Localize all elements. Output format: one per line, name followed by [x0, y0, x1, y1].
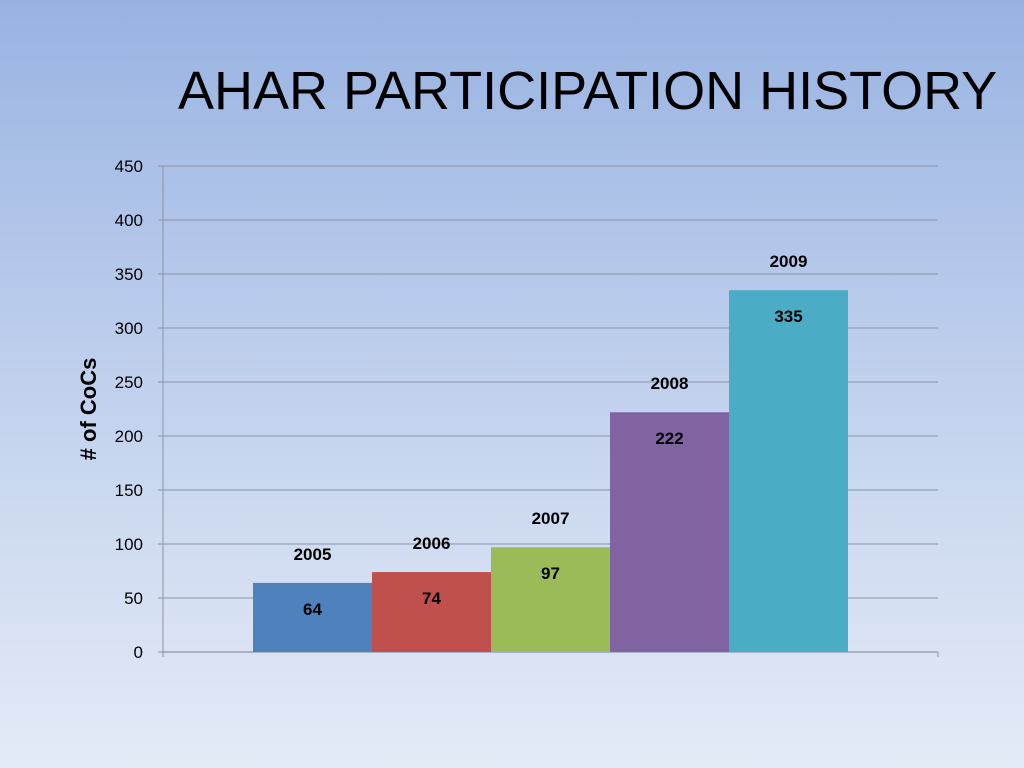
y-tick-labels: 0 50 100 150 200 250 300 350 400 450: [115, 157, 143, 662]
bar-2008: [610, 412, 729, 652]
y-tick-label: 200: [115, 427, 143, 446]
category-label: 2008: [651, 374, 689, 393]
value-label: 74: [422, 589, 441, 608]
bar-2007: [491, 547, 610, 652]
y-tick-label: 250: [115, 373, 143, 392]
bar-2006: [372, 572, 491, 652]
y-tick-label: 150: [115, 481, 143, 500]
y-tick-label: 100: [115, 535, 143, 554]
y-tick-label: 350: [115, 265, 143, 284]
category-label: 2007: [532, 509, 570, 528]
y-tick-label: 400: [115, 211, 143, 230]
category-label: 2005: [294, 545, 332, 564]
y-tick-label: 50: [124, 589, 143, 608]
value-label: 97: [541, 564, 560, 583]
category-label: 2009: [770, 252, 808, 271]
y-axis-label: # of CoCs: [76, 358, 101, 461]
value-label: 222: [655, 429, 683, 448]
bars: [253, 290, 848, 652]
y-tick-label: 450: [115, 157, 143, 176]
y-tick-label: 300: [115, 319, 143, 338]
category-label: 2006: [413, 534, 451, 553]
value-label: 335: [774, 307, 802, 326]
data-labels: 2005 64 2006 74 2007 97 2008 222 2009 335: [294, 252, 808, 619]
slide-title: AHAR PARTICIPATION HISTORY: [178, 61, 998, 121]
bar-2005: [253, 582, 372, 652]
value-label: 64: [303, 600, 322, 619]
bar-2009: [729, 290, 848, 652]
y-tick-label: 0: [134, 643, 143, 662]
